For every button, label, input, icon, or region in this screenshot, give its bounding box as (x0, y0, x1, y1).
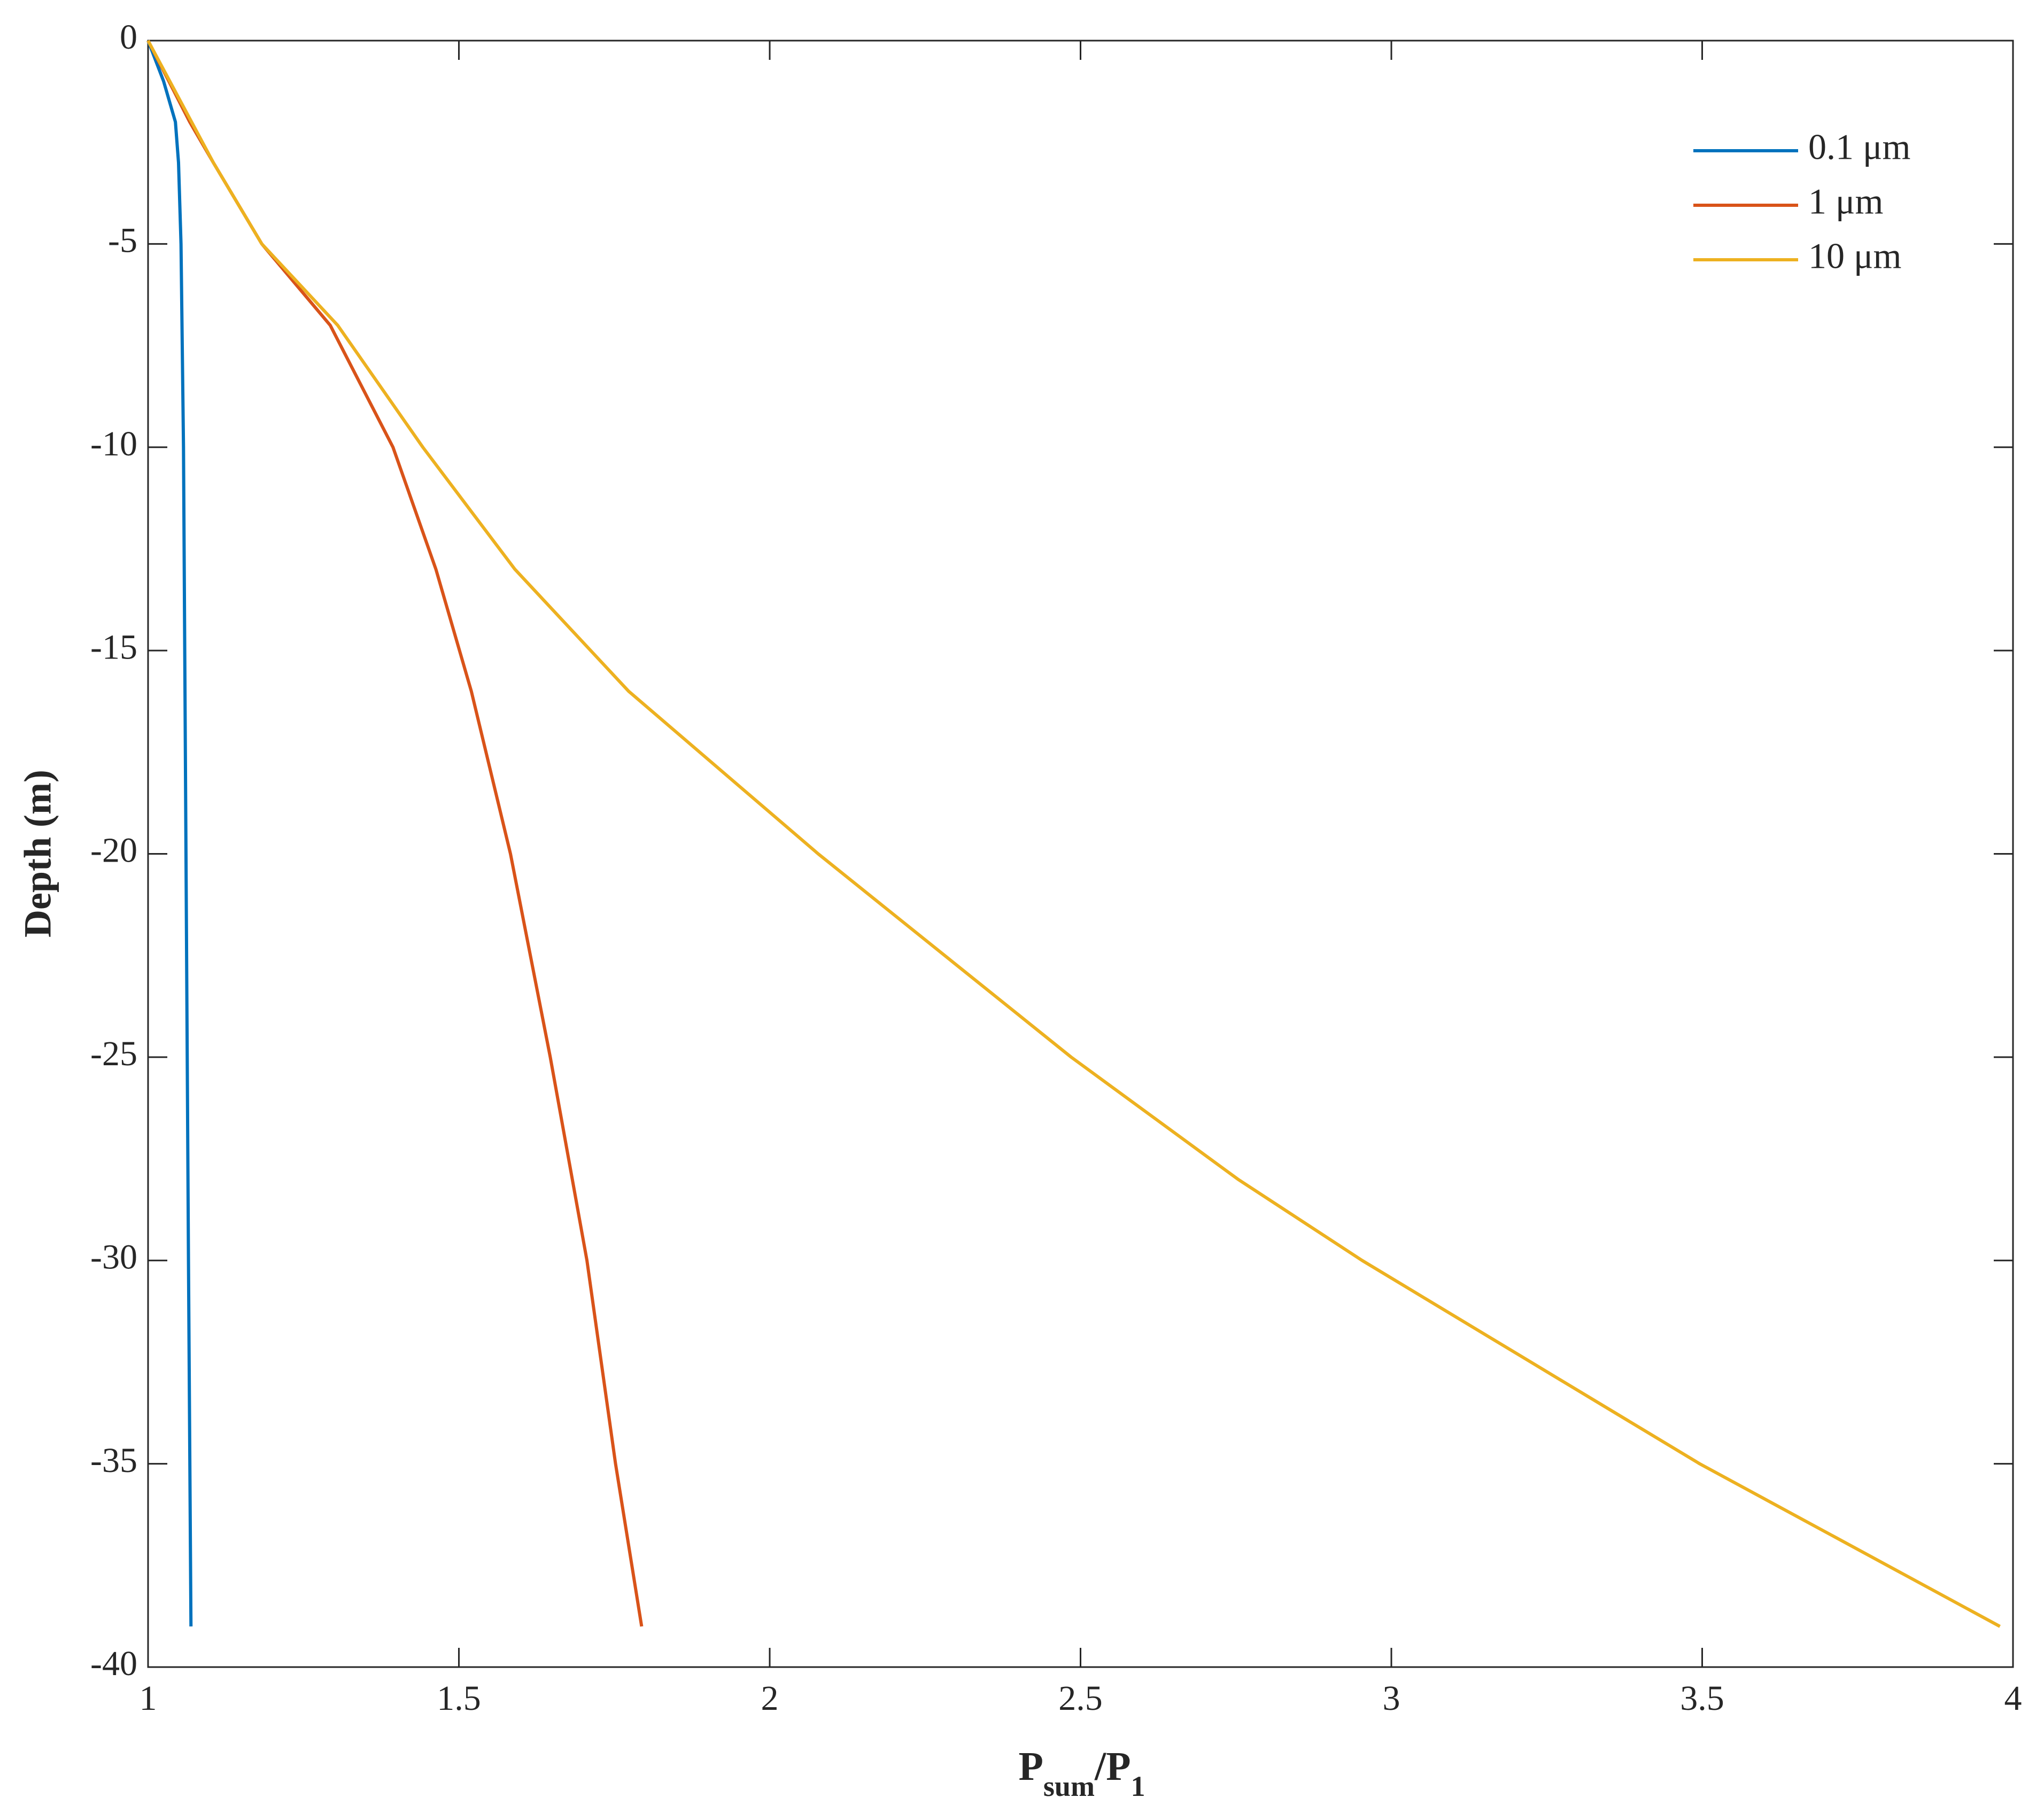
y-tick-label: -15 (90, 627, 137, 667)
y-tick-label: -40 (90, 1644, 137, 1683)
x-tick-label: 3 (1383, 1679, 1400, 1718)
legend-label: 10 μm (1808, 236, 1901, 276)
x-tick-label: 1 (140, 1679, 157, 1718)
legend-label: 0.1 μm (1808, 127, 1910, 167)
y-tick-label: 0 (120, 18, 137, 57)
x-label-part: /P (1094, 1744, 1131, 1789)
x-label-part: P (1018, 1744, 1043, 1789)
x-tick-label: 2 (761, 1679, 779, 1718)
x-tick-label: 2.5 (1058, 1679, 1103, 1718)
x-axis-label: Psum/P1 (1018, 1744, 1145, 1802)
y-tick-label: -10 (90, 424, 137, 463)
x-tick-label: 1.5 (437, 1679, 481, 1718)
series-line (146, 40, 2001, 1628)
series-line (146, 40, 193, 1626)
legend-label: 1 μm (1808, 181, 1883, 222)
y-axis-label: Depth (m) (17, 770, 59, 938)
x-label-sub: sum (1043, 1770, 1095, 1802)
x-tick-label: 4 (2004, 1679, 2022, 1718)
y-tick-label: -5 (108, 221, 137, 260)
y-tick-label: -30 (90, 1237, 137, 1276)
x-label-sub: 1 (1131, 1770, 1145, 1802)
y-tick-label: -35 (90, 1441, 137, 1480)
y-tick-label: -25 (90, 1034, 137, 1073)
y-tick-label: -20 (90, 831, 137, 870)
x-tick-label: 3.5 (1680, 1679, 1724, 1718)
